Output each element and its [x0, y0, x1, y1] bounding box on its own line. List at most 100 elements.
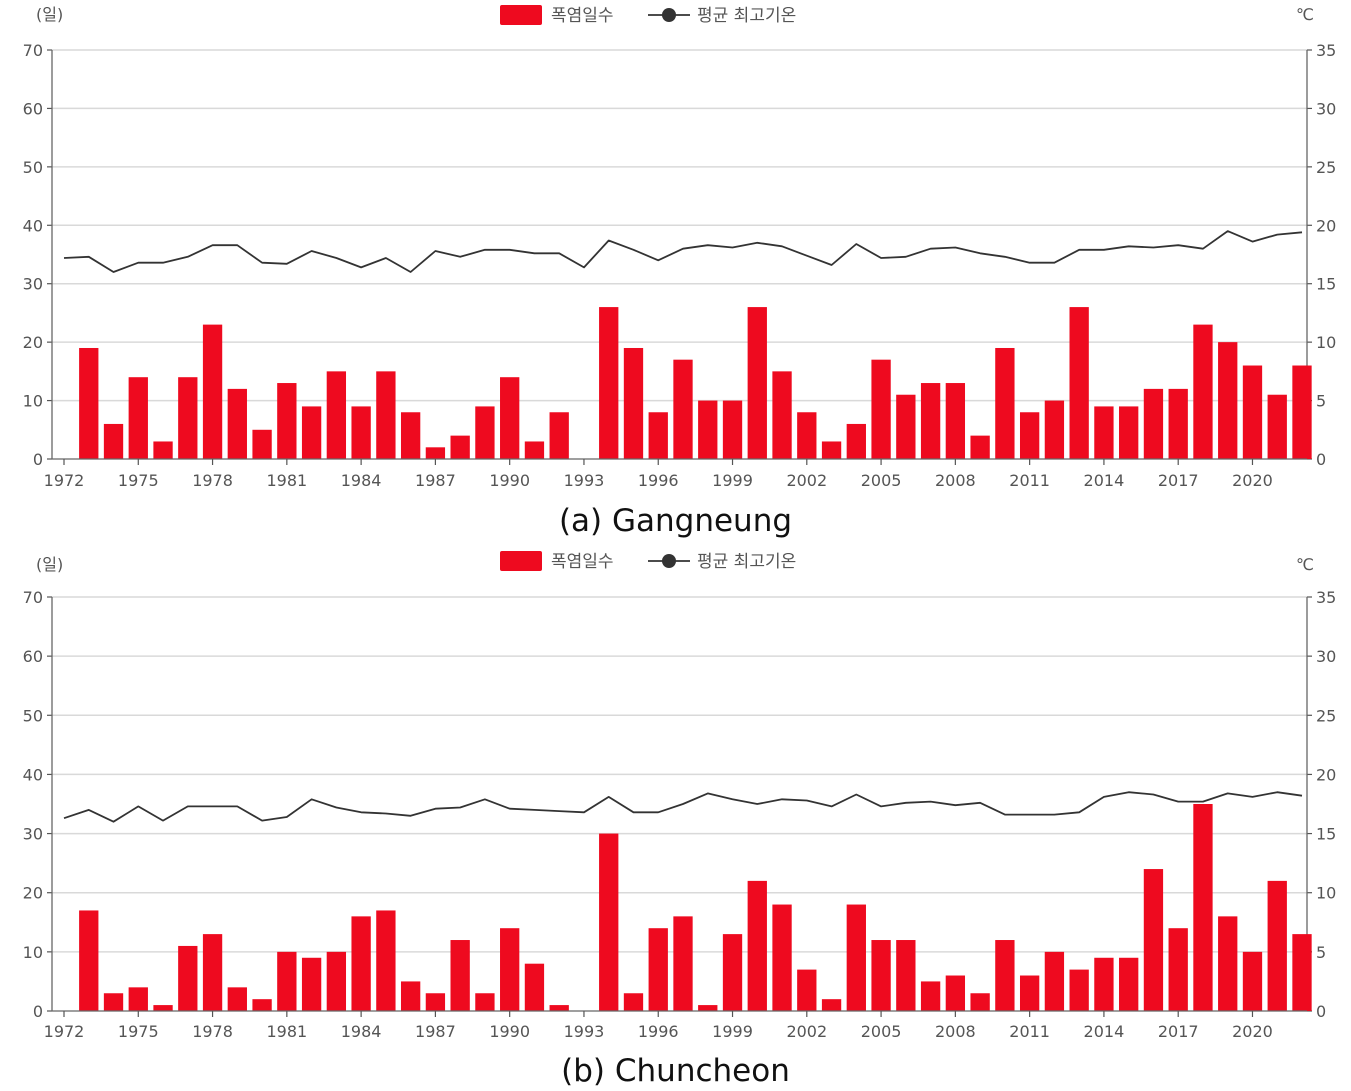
y-left-tick-label: 40: [23, 216, 43, 235]
bar: [623, 993, 644, 1011]
line-series: [63, 791, 1303, 823]
bar: [747, 880, 767, 1011]
legend-line-label: 평균 최고기온: [697, 552, 796, 572]
bar: [326, 951, 347, 1011]
x-tick-label: 1999: [712, 1022, 753, 1041]
bar: [797, 969, 817, 1011]
bar: [970, 993, 990, 1011]
bar: [673, 916, 693, 1011]
y-right-tick-label: 10: [1316, 884, 1336, 903]
bar: [202, 324, 223, 459]
y-left-tick-label: 50: [23, 158, 43, 177]
bar: [103, 423, 124, 459]
bar: [920, 981, 941, 1011]
x-tick-label: 1987: [415, 471, 456, 490]
bar: [623, 347, 644, 459]
y-right-tick-label: 30: [1316, 99, 1336, 118]
x-tick-label: 2017: [1158, 1022, 1199, 1041]
y-right-unit: ℃: [1296, 555, 1314, 574]
bar: [995, 347, 1015, 459]
y-right-tick-label: 15: [1316, 825, 1336, 844]
y-right-tick-label: 0: [1316, 450, 1326, 469]
bar: [1218, 342, 1238, 459]
y-right-tick-label: 5: [1316, 392, 1326, 411]
bar: [1292, 365, 1312, 459]
y-left-tick-label: 10: [23, 943, 43, 962]
bar: [425, 447, 446, 459]
line-series: [63, 230, 1303, 273]
y-left-tick-label: 10: [23, 392, 43, 411]
y-right-tick-label: 5: [1316, 943, 1326, 962]
x-tick-label: 1984: [341, 1022, 382, 1041]
x-tick-label: 2020: [1232, 471, 1273, 490]
bar: [351, 916, 371, 1011]
bar: [252, 999, 272, 1011]
x-tick-label: 1972: [44, 1022, 85, 1041]
bar: [277, 951, 297, 1011]
bar: [896, 940, 916, 1011]
bar: [475, 993, 495, 1011]
bar: [549, 1005, 569, 1011]
y-right-tick-label: 25: [1316, 158, 1336, 177]
bar: [425, 993, 446, 1011]
bar: [1119, 957, 1139, 1011]
bar: [821, 999, 842, 1011]
bar: [1242, 365, 1263, 459]
bar: [1143, 869, 1164, 1011]
bar: [1044, 400, 1065, 459]
chart-gangneung-svg: 0 10 20 30 40 50 60 70 0 5 10 15 20 25 30 35 1972 1975 197…: [23, 5, 1336, 490]
caption-chuncheon: (b) Chuncheon: [561, 1053, 790, 1089]
bar: [450, 940, 470, 1011]
y-right-tick-label: 20: [1316, 765, 1336, 784]
y-left-unit: (일): [36, 5, 63, 24]
y-right-tick-label: 10: [1316, 333, 1336, 352]
bar: [450, 435, 470, 459]
bar: [351, 406, 371, 459]
bar: [1069, 969, 1089, 1011]
bar: [400, 981, 421, 1011]
x-tick-label: 1972: [44, 471, 85, 490]
bar: [846, 423, 866, 459]
y-right-tick-label: 35: [1316, 41, 1336, 60]
bar: [500, 377, 520, 459]
x-tick-label: 2017: [1158, 471, 1199, 490]
bar: [1168, 388, 1188, 459]
bar: [500, 928, 520, 1011]
bar: [227, 388, 247, 459]
x-tick-label: 1996: [638, 471, 679, 490]
bar: [648, 412, 668, 459]
legend-line-marker: [662, 8, 676, 22]
legend-bar-swatch: [500, 5, 542, 25]
bar: [1119, 406, 1139, 459]
legend-bar-swatch: [500, 551, 542, 571]
bar: [772, 904, 792, 1011]
bar: [1143, 388, 1164, 459]
bar: [896, 394, 916, 459]
y-left-tick-label: 0: [33, 450, 43, 469]
bar: [301, 957, 322, 1011]
y-left-tick-label: 40: [23, 765, 43, 784]
x-tick-label: 1981: [266, 471, 307, 490]
x-tick-label: 1990: [489, 1022, 530, 1041]
y-left-tick-label: 60: [23, 647, 43, 666]
x-tick-label: 1999: [712, 471, 753, 490]
y-right-tick-label: 0: [1316, 1002, 1326, 1021]
bar: [846, 904, 866, 1011]
x-tick-label: 1990: [489, 471, 530, 490]
bar: [1044, 951, 1065, 1011]
chart-gangneung: 0 10 20 30 40 50 60 70 0 5 10 15 20 25 30 35 1972 1975 197…: [0, 0, 1351, 495]
y-left-tick-label: 20: [23, 884, 43, 903]
bar: [797, 412, 817, 459]
bar: [277, 383, 297, 459]
y-left-tick-label: 0: [33, 1002, 43, 1021]
bar: [1069, 307, 1089, 459]
x-tick-label: 1975: [118, 1022, 159, 1041]
bar: [252, 429, 272, 459]
x-tick-label: 2002: [786, 1022, 827, 1041]
bar: [772, 371, 792, 459]
y-right-tick-label: 20: [1316, 216, 1336, 235]
bar: [524, 441, 545, 459]
bar: [599, 833, 619, 1011]
bar: [128, 987, 148, 1011]
bar: [871, 359, 891, 459]
